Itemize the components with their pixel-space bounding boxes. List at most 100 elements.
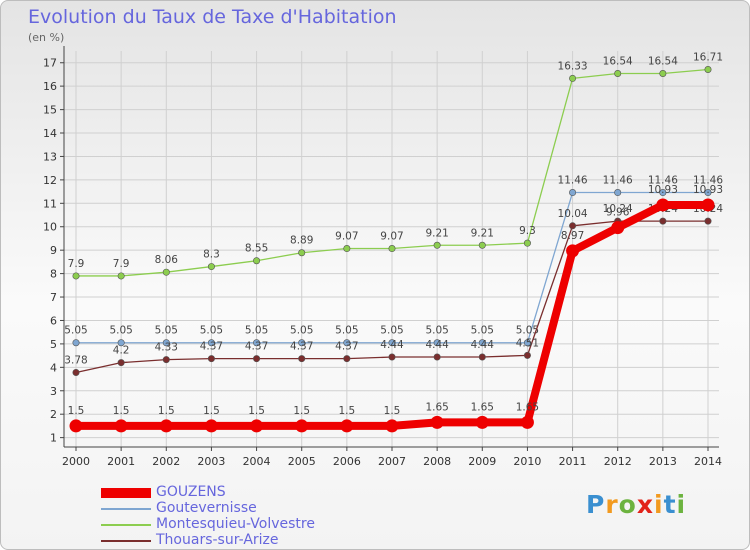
data-label: 16.54: [603, 55, 633, 67]
x-tick-label: 2014: [694, 455, 722, 468]
data-point: [433, 353, 441, 361]
data-label: 4.44: [425, 339, 449, 351]
data-label: 4.44: [471, 339, 495, 351]
data-label: 16.54: [648, 55, 678, 67]
data-label: 1.65: [516, 401, 539, 413]
data-label: 10.93: [648, 184, 678, 196]
data-label: 9.07: [335, 231, 358, 243]
y-tick-label: 12: [43, 174, 57, 187]
data-point: [162, 268, 170, 276]
x-tick-label: 2005: [288, 455, 316, 468]
x-tick-label: 2002: [152, 455, 180, 468]
data-point: [298, 355, 306, 363]
data-label: 5.05: [471, 325, 494, 337]
data-label: 9.3: [519, 225, 536, 237]
data-point: [614, 189, 622, 197]
data-label: 5.05: [155, 325, 178, 337]
data-label: 5.05: [380, 325, 403, 337]
x-tick-label: 2011: [559, 455, 587, 468]
logo-letter: i: [654, 490, 664, 519]
logo-letter: x: [636, 490, 654, 519]
data-point: [388, 339, 396, 347]
y-tick-label: 5: [50, 338, 57, 351]
y-tick-label: 1: [50, 432, 57, 445]
data-point: [704, 66, 712, 74]
data-label: 5.05: [64, 325, 87, 337]
y-tick-label: 14: [43, 127, 57, 140]
data-label: 4.44: [380, 339, 404, 351]
data-label: 1.5: [203, 405, 220, 417]
data-point: [614, 69, 622, 77]
data-label: 8.97: [561, 230, 584, 242]
data-point: [569, 222, 577, 230]
data-label: 8.89: [290, 235, 313, 247]
x-tick-label: 2008: [423, 455, 451, 468]
y-tick-label: 13: [43, 150, 57, 163]
data-point: [656, 198, 670, 212]
data-label: 9.07: [380, 231, 403, 243]
data-point: [430, 415, 444, 429]
data-label: 4.33: [155, 342, 178, 354]
data-point: [659, 189, 667, 197]
data-point: [117, 272, 125, 280]
data-point: [523, 351, 531, 359]
data-point: [250, 419, 264, 433]
data-label: 11.46: [648, 175, 678, 187]
chart-title: Evolution du Taux de Taxe d'Habitation: [28, 6, 397, 28]
x-tick-label: 2007: [378, 455, 406, 468]
data-label: 4.37: [245, 341, 268, 353]
data-label: 1.5: [339, 405, 356, 417]
data-point: [253, 339, 261, 347]
data-point: [523, 239, 531, 247]
data-point: [520, 415, 534, 429]
data-label: 4.37: [290, 341, 313, 353]
data-point: [343, 339, 351, 347]
y-tick-label: 9: [50, 244, 57, 257]
data-point: [298, 249, 306, 257]
data-point: [162, 356, 170, 364]
data-point: [295, 419, 309, 433]
data-label: 16.71: [693, 52, 723, 64]
data-label: 8.3: [203, 249, 220, 261]
y-tick-label: 6: [50, 314, 57, 327]
data-label: 1.65: [425, 401, 448, 413]
legend-label: Montesquieu-Volvestre: [156, 516, 315, 532]
data-label: 10.04: [558, 208, 588, 220]
data-point: [253, 355, 261, 363]
data-point: [478, 241, 486, 249]
y-tick-label: 11: [43, 197, 57, 210]
y-tick-label: 2: [50, 408, 57, 421]
data-label: 5.05: [245, 325, 268, 337]
data-label: 10.93: [693, 184, 723, 196]
data-label: 5.05: [200, 325, 223, 337]
x-tick-label: 2012: [604, 455, 632, 468]
logo-letter: r: [605, 490, 619, 519]
data-point: [433, 241, 441, 249]
data-point: [340, 419, 354, 433]
data-point: [72, 272, 80, 280]
data-point: [569, 74, 577, 82]
legend-swatch: [101, 508, 151, 510]
data-point: [72, 339, 80, 347]
data-point: [659, 217, 667, 225]
data-point: [475, 415, 489, 429]
data-label: 1.5: [293, 405, 310, 417]
y-tick-label: 17: [43, 57, 57, 70]
data-point: [253, 257, 261, 265]
data-label: 11.46: [558, 175, 588, 187]
proxiti-logo: Proxiti: [586, 490, 686, 519]
x-tick-label: 2000: [62, 455, 90, 468]
y-tick-label: 4: [50, 361, 57, 374]
data-label: 1.5: [248, 405, 265, 417]
data-label: 4.37: [335, 341, 358, 353]
data-point: [704, 217, 712, 225]
data-label: 9.21: [425, 227, 448, 239]
data-point: [388, 245, 396, 253]
data-point: [659, 69, 667, 77]
data-label: 1.5: [158, 405, 175, 417]
x-tick-label: 2003: [197, 455, 225, 468]
x-tick-label: 2009: [468, 455, 496, 468]
data-point: [701, 198, 715, 212]
